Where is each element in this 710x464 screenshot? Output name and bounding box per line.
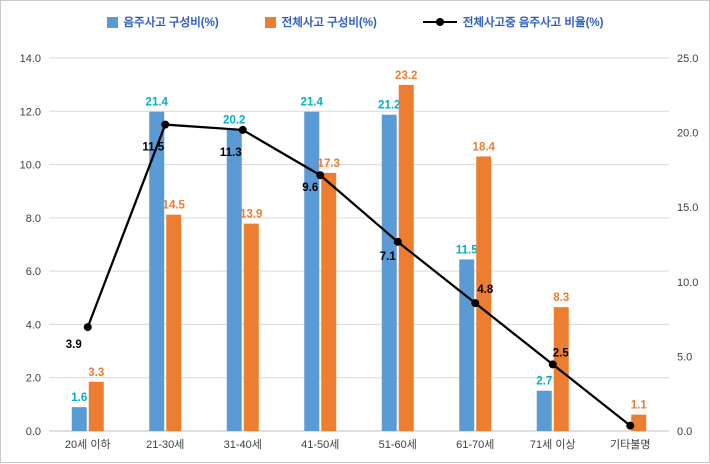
line-marker (548, 360, 557, 369)
left-axis-tick: 2.0 (26, 373, 41, 385)
line-data-label: 11.3 (220, 147, 242, 159)
right-axis-tick: 25.0 (677, 53, 698, 65)
bar-drunk-share (536, 390, 552, 431)
bar-data-label: 1.6 (71, 392, 87, 404)
line-marker (626, 421, 635, 430)
category-label: 41-50세 (301, 438, 339, 451)
bar-total-share (88, 381, 104, 431)
right-axis-tick: 15.0 (677, 202, 698, 214)
line-data-label: 2.5 (553, 347, 570, 359)
bar-total-share (631, 414, 647, 431)
bar-drunk-share (71, 407, 87, 431)
legend-item-drunk-share: 음주사고 구성비(%) (106, 14, 219, 30)
left-axis-tick: 8.0 (26, 213, 41, 225)
legend-item-total-share: 전체사고 구성비(%) (264, 14, 377, 30)
left-axis-tick: 14.0 (20, 53, 41, 65)
chart-legend: 음주사고 구성비(%) 전체사고 구성비(%) 전체사고중 음주사고 비율(%) (1, 14, 709, 30)
left-axis-tick: 12.0 (20, 106, 41, 118)
bar-data-label: 18.4 (473, 141, 496, 153)
line-data-label: 11.5 (142, 142, 164, 154)
legend-label-drunk-ratio: 전체사고중 음주사고 비율(%) (462, 17, 604, 29)
bar-data-label: 8.3 (553, 292, 569, 304)
bar-data-label: 23.2 (395, 70, 417, 82)
right-axis-tick: 10.0 (677, 277, 698, 289)
left-axis-tick: 6.0 (26, 266, 41, 278)
bar-total-share (243, 223, 259, 431)
bar-total-share (553, 307, 569, 431)
line-marker (83, 323, 92, 332)
line-data-label: 7.1 (380, 251, 397, 263)
bar-data-label: 21.2 (378, 100, 400, 112)
bar-data-label: 21.4 (301, 97, 324, 109)
category-label: 31-40세 (224, 438, 262, 451)
left-axis-tick: 0.0 (26, 426, 41, 438)
category-label: 71세 이상 (530, 438, 576, 451)
bar-total-share (166, 214, 182, 431)
line-data-label: 3.9 (66, 339, 82, 351)
bar-data-label: 17.3 (318, 158, 340, 170)
bar-data-label: 11.5 (456, 244, 478, 256)
line-marker (161, 120, 170, 129)
bar-data-label: 21.4 (146, 97, 169, 109)
legend-swatch-blue (106, 16, 118, 28)
line-marker (471, 299, 480, 308)
trend-line (86, 123, 631, 427)
category-label: 61-70세 (456, 438, 494, 451)
bar-drunk-share (149, 111, 165, 431)
bar-drunk-share (381, 114, 397, 432)
bar-data-label: 1.1 (631, 400, 648, 412)
category-label: 51-60세 (379, 438, 417, 451)
bar-data-label: 2.7 (536, 376, 552, 388)
bar-total-share (398, 84, 414, 431)
bar-data-label: 14.5 (163, 200, 186, 212)
bar-data-label: 13.9 (240, 209, 262, 221)
line-marker (238, 125, 247, 134)
bar-data-label: 20.2 (223, 115, 245, 127)
category-label: 20세 이하 (65, 437, 111, 451)
right-axis-tick: 0.0 (677, 426, 692, 438)
bar-drunk-share (459, 259, 475, 431)
bar-total-share (321, 172, 337, 431)
legend-label-drunk-share: 음주사고 구성비(%) (123, 17, 219, 29)
legend-swatch-orange (264, 16, 276, 28)
line-marker (393, 237, 402, 246)
bar-total-share (476, 156, 492, 432)
category-label: 기타불명 (610, 438, 650, 451)
legend-line-marker-icon (422, 18, 457, 26)
line-data-label: 4.8 (477, 284, 494, 296)
left-axis-tick: 10.0 (20, 160, 41, 172)
bar-data-label: 3.3 (88, 367, 104, 379)
right-axis-tick: 20.0 (677, 128, 698, 140)
legend-item-drunk-ratio: 전체사고중 음주사고 비율(%) (422, 14, 604, 30)
left-axis-tick: 4.0 (26, 319, 41, 331)
line-marker (316, 171, 325, 180)
line-data-label: 9.6 (302, 182, 318, 194)
bar-drunk-share (304, 111, 320, 431)
legend-label-total-share: 전체사고 구성비(%) (281, 17, 377, 29)
right-axis-tick: 5.0 (677, 351, 692, 363)
bar-drunk-share (226, 129, 242, 431)
category-label: 21-30세 (146, 438, 184, 451)
